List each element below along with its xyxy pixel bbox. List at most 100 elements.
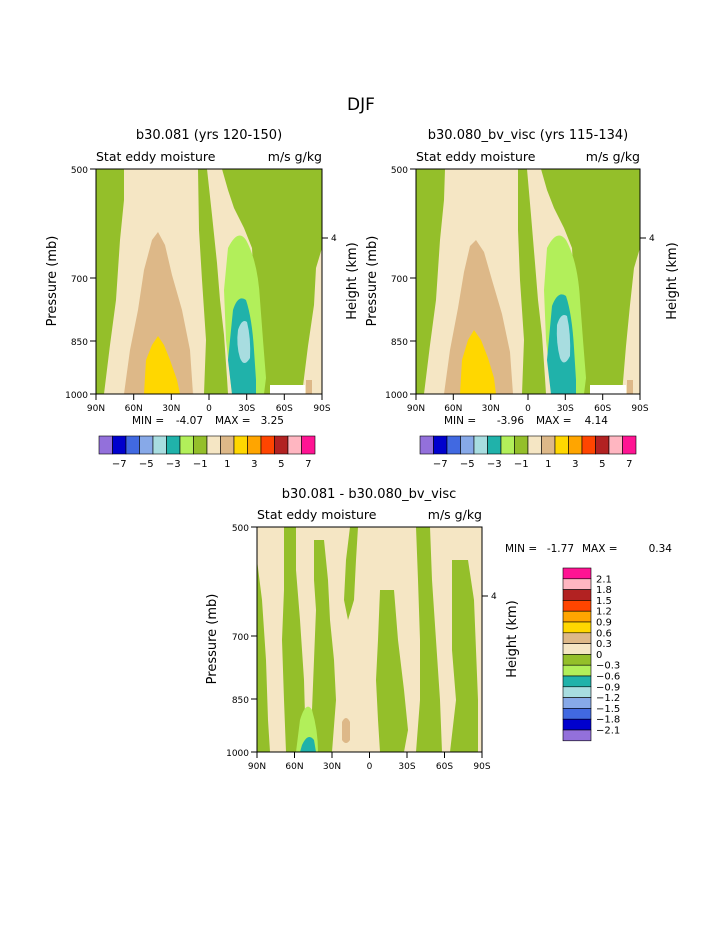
- panel-c-ytick-1000: 1000: [226, 749, 249, 759]
- panel-b-colorbar-label: −1: [514, 459, 529, 470]
- panel-c-colorbar-label: 1.5: [596, 596, 612, 607]
- panel-b-title: b30.080_bv_visc (yrs 115-134): [428, 128, 628, 143]
- panel-b-ytick-1000: 1000: [385, 391, 408, 401]
- panel-b-colorbar-label: 5: [599, 459, 605, 470]
- panel-a-colorbar-swatch: [233, 435, 248, 455]
- panel-c-min-value: -1.77: [547, 543, 574, 555]
- panel-a-colorbar-swatch: [152, 435, 167, 455]
- panel-c-colorbar-swatch: [562, 643, 592, 655]
- panel-b-min-value: -3.96: [497, 415, 524, 427]
- panel-a-missing-data: [270, 385, 305, 394]
- panel-a-subtitle-left: Stat eddy moisture: [96, 149, 216, 164]
- panel-a-xtick-90n: 90N: [87, 404, 105, 414]
- panel-b-y-axis: 500 700 850 1000 Pressure (mb): [365, 166, 416, 401]
- panel-b-ytick-500: 500: [391, 166, 408, 176]
- panel-b-colorbar-swatch: [568, 435, 583, 455]
- panel-a-colorbar-swatch: [179, 435, 194, 455]
- panel-a-ytick-850: 850: [71, 338, 88, 348]
- panel-a-colorbar-label: −5: [139, 459, 154, 470]
- panel-a-ytick-1000: 1000: [65, 391, 88, 401]
- panel-a-contour-yellow: [144, 336, 180, 394]
- panel-b-stats: MIN = -3.96 MAX = 4.14: [444, 415, 608, 427]
- panel-a-right-axis: 4 Height (km): [322, 234, 360, 320]
- panel-c-colorbar-label: −0.9: [596, 682, 620, 693]
- panel-b-ylabel: Pressure (mb): [365, 236, 380, 327]
- panel-b-colorbar-swatch: [554, 435, 569, 455]
- panel-c-colorbar-label: −1.2: [596, 693, 620, 704]
- panel-b-colorbar-swatch: [487, 435, 502, 455]
- panel-c-contour-green-g: [450, 560, 478, 752]
- panel-c-colorbar-swatch: [562, 686, 592, 698]
- panel-b-colorbar-swatch: [433, 435, 448, 455]
- panel-a: b30.081 (yrs 120-150) Stat eddy moisture…: [45, 128, 360, 470]
- panel-c-contour-tan: [342, 718, 350, 743]
- panel-b-colorbar-swatch: [541, 435, 556, 455]
- panel-a-colorbar-swatch: [274, 435, 289, 455]
- panel-c-title: b30.081 - b30.080_bv_visc: [282, 487, 457, 502]
- panel-a-colorbar-swatch: [193, 435, 208, 455]
- panel-b: b30.080_bv_visc (yrs 115-134) Stat eddy …: [365, 128, 680, 470]
- panel-c-colorbar-swatch: [562, 675, 592, 688]
- panel-b-xtick-30n: 30N: [482, 404, 500, 414]
- panel-b-colorbar-swatch: [608, 435, 623, 455]
- panel-c-colorbar-swatch: [562, 729, 592, 742]
- panel-c-colorbar-swatch: [562, 600, 592, 612]
- panel-a-title: b30.081 (yrs 120-150): [136, 128, 282, 143]
- panel-a-colorbar-swatch: [166, 435, 181, 455]
- panel-c-colorbar-swatch: [562, 621, 592, 634]
- panel-b-xtick-60n: 60N: [444, 404, 462, 414]
- panel-a-contour-green-mid: [198, 169, 228, 394]
- panel-c-max-value: 0.34: [649, 543, 673, 555]
- panel-c-colorbar-swatch: [562, 664, 592, 677]
- panel-c-contour-green-f: [416, 527, 442, 752]
- panel-c-subtitle-right: m/s g/kg: [428, 507, 482, 522]
- panel-c-colorbar-swatch: [562, 697, 592, 709]
- panel-c-colorbar-label: −0.6: [596, 672, 620, 683]
- panel-c-xtick-0: 0: [367, 762, 373, 772]
- panel-b-y2label: Height (km): [665, 242, 680, 319]
- panel-c-colorbar-label: 1.8: [596, 585, 612, 596]
- panel-b-colorbar-swatch: [473, 435, 488, 455]
- panel-a-xtick-60n: 60N: [125, 404, 143, 414]
- panel-c-stats: MIN = -1.77 MAX = 0.34: [505, 543, 672, 555]
- panel-c-plot-area: [257, 527, 482, 752]
- panel-b-xtick-0: 0: [525, 404, 531, 414]
- panel-c-colorbar-label: −2.1: [596, 726, 620, 737]
- panel-b-colorbar-swatch: [460, 435, 475, 455]
- panel-b-y2tick-4: 4: [649, 234, 655, 244]
- panel-c-y2label: Height (km): [505, 600, 520, 677]
- panel-a-colorbar-label: −7: [112, 459, 127, 470]
- panel-a-contour-cyan: [237, 321, 251, 363]
- panel-a-colorbar-swatch: [260, 435, 275, 455]
- panel-c-colorbar-swatch: [562, 632, 592, 644]
- panel-a-x-axis: 90N 60N 30N 0 30S 60S 90S: [87, 394, 331, 414]
- panel-a-min-value: -4.07: [176, 415, 203, 427]
- panel-b-subtitle-left: Stat eddy moisture: [416, 149, 536, 164]
- panel-c-colorbar-label: 0: [596, 650, 602, 661]
- panel-c-ytick-850: 850: [232, 696, 249, 706]
- panel-a-contour-green-left: [96, 169, 124, 394]
- panel-b-x-axis: 90N 60N 30N 0 30S 60S 90S: [407, 394, 649, 414]
- panel-c-colorbar-label: 0.3: [596, 639, 612, 650]
- panel-a-colorbar-swatch: [247, 435, 262, 455]
- panel-a-contour-green-right: [222, 169, 322, 394]
- panel-c-xtick-30s: 30S: [398, 762, 415, 772]
- panel-c-xtick-30n: 30N: [323, 762, 341, 772]
- panel-c-contour-green-a: [257, 560, 270, 752]
- panel-c-x-axis: 90N 60N 30N 0 30S 60S 90S: [248, 752, 491, 772]
- panel-b-contour-tan: [444, 240, 513, 394]
- panel-b-colorbar: −7 −5 −3 −1 1 3 5 7: [419, 435, 637, 470]
- panel-c-y2tick-4: 4: [491, 592, 497, 602]
- panel-c-y-axis: 500 700 850 1000 Pressure (mb): [205, 524, 257, 759]
- panel-b-colorbar-swatch: [595, 435, 610, 455]
- panel-b-min-label: MIN =: [444, 415, 476, 427]
- panel-b-tan-corner: [627, 380, 633, 394]
- panel-a-max-label: MAX =: [215, 415, 251, 427]
- panel-a-colorbar-swatch: [98, 435, 113, 455]
- panel-c-colorbar-swatch: [562, 589, 592, 601]
- panel-c-subtitle-left: Stat eddy moisture: [257, 507, 377, 522]
- panel-c-colorbar-label: −1.8: [596, 715, 620, 726]
- panel-c-colorbar-swatch: [562, 567, 592, 580]
- panel-b-colorbar-swatch: [527, 435, 542, 455]
- panel-c-colorbar-swatch: [562, 610, 592, 623]
